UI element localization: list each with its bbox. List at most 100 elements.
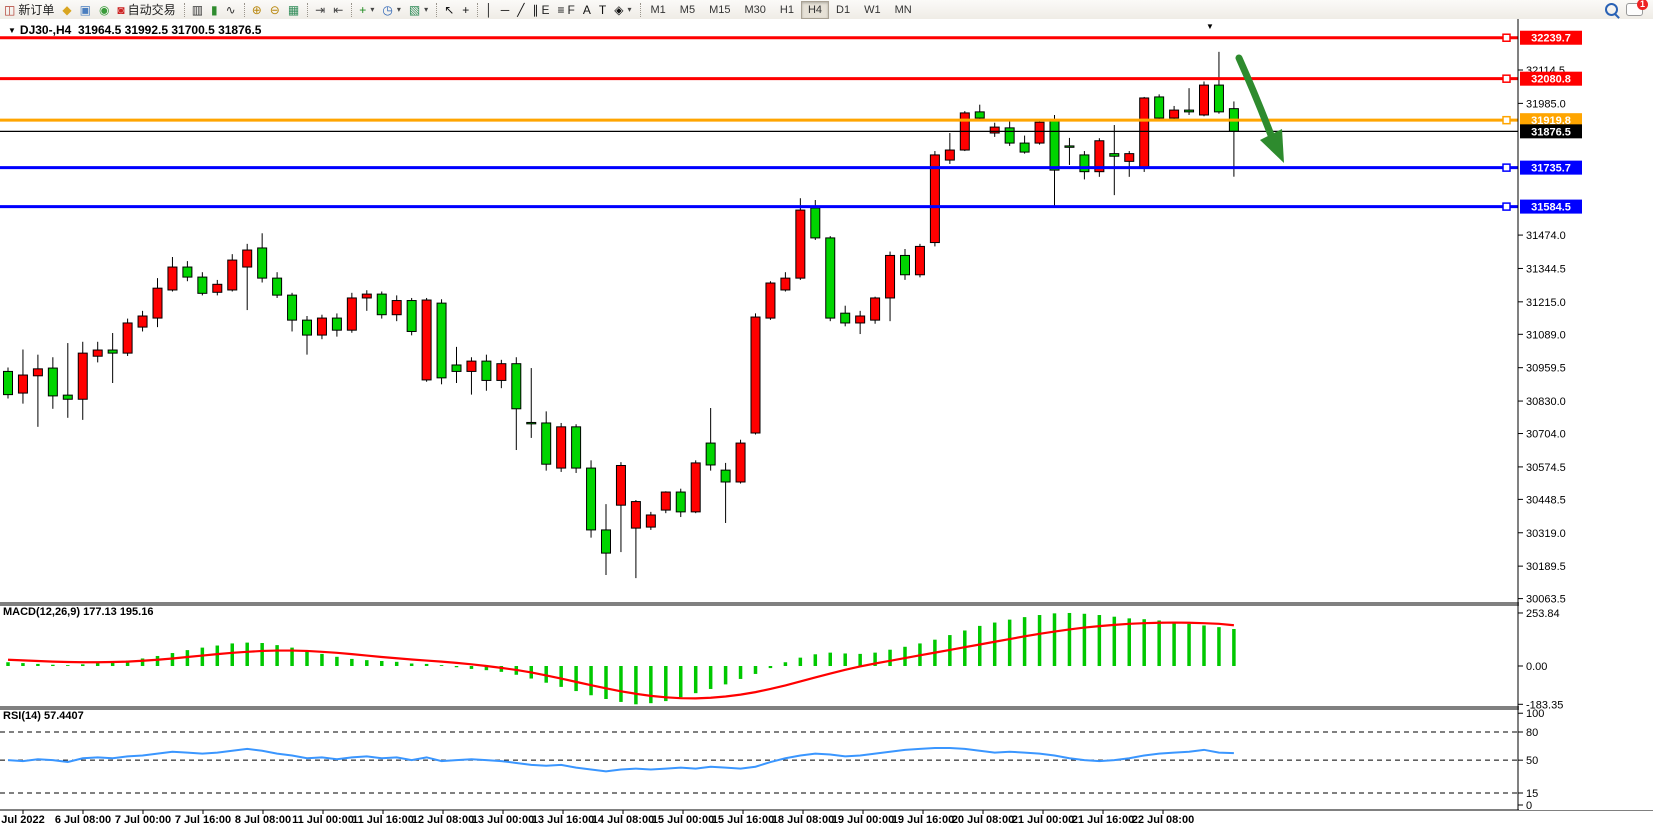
bar-chart-type-icon: ▥ <box>191 2 204 17</box>
shapes-tool-button[interactable]: ◈ ▾ <box>610 1 635 18</box>
sell-direction-arrow[interactable] <box>1235 54 1275 139</box>
rsi-scale-label: 0 <box>1526 800 1532 812</box>
candle-body <box>32 368 43 377</box>
bar-chart-type-button[interactable]: ▥ <box>188 1 207 18</box>
templates-button[interactable]: ▧ ▾ <box>405 1 432 18</box>
macd-histogram-bar <box>708 666 713 689</box>
macd-histogram-bar <box>110 662 115 666</box>
candle-body <box>645 514 656 528</box>
new-chart-button-dropdown-icon[interactable]: ▾ <box>370 5 375 14</box>
auto-scroll-button[interactable]: ⇥ <box>311 1 329 18</box>
candle-body <box>122 322 133 354</box>
chart-canvas[interactable]: 32114.531985.031474.031344.531215.031089… <box>0 19 1653 826</box>
tile-windows-button[interactable]: ▦ <box>284 1 303 18</box>
candlestick-type-button[interactable]: ▮ <box>207 1 222 18</box>
price-tick-label: 31474.0 <box>1526 230 1566 242</box>
macd-histogram-bar <box>350 658 354 666</box>
macd-histogram-bar <box>469 666 474 669</box>
macd-histogram-bar <box>813 654 818 666</box>
chart-menu-icon[interactable]: ▼ <box>8 26 16 35</box>
pivot-line-handle[interactable] <box>1502 115 1511 125</box>
time-axis-label: 21 Jul 00:00 <box>1012 814 1074 826</box>
timeframe-button-m5[interactable]: M5 <box>679 3 696 16</box>
macd-value: 177.13 <box>83 606 117 618</box>
market-watch-icon-button[interactable]: ▣ <box>76 1 95 18</box>
channel-tool-button[interactable]: ∥ E <box>529 1 554 18</box>
chat-icon[interactable]: 1 <box>1626 0 1648 16</box>
horizontal-line-tool-button[interactable]: ─ <box>497 1 514 18</box>
macd-histogram-bar <box>484 666 489 671</box>
crosshair-tool-button[interactable]: + <box>458 1 473 18</box>
toolbar-separator <box>639 2 641 17</box>
auto-scroll-icon: ⇥ <box>315 2 326 17</box>
candle-body <box>182 266 193 278</box>
toolbar-separator <box>477 2 479 17</box>
cursor-tool-button[interactable]: ↖ <box>440 1 458 18</box>
signals-icon-button[interactable]: ◉ <box>95 1 113 18</box>
text-tool-button[interactable]: A <box>579 1 595 18</box>
timeframe-button-h1[interactable]: H1 <box>779 3 794 16</box>
candle-body <box>152 287 163 319</box>
search-icon[interactable] <box>1605 3 1618 16</box>
periods-clock-button-dropdown-icon[interactable]: ▾ <box>396 5 401 14</box>
chart-title: ▼ DJ30-,H4 31964.5 31992.5 31700.5 31876.… <box>8 23 261 37</box>
chart-background[interactable] <box>0 19 1653 826</box>
macd-histogram-bar <box>275 645 279 666</box>
candle-body <box>735 442 746 483</box>
macd-histogram-bar <box>798 657 803 666</box>
autotrade-button[interactable]: ◙ 自动交易 <box>113 1 179 18</box>
timeframe-button-m1[interactable]: M1 <box>650 3 666 16</box>
price-tick-label: 30063.5 <box>1526 594 1566 606</box>
trendline-tool-button[interactable]: ╱ <box>513 1 528 18</box>
macd-histogram-bar <box>768 666 773 669</box>
resistance-line-handle[interactable] <box>1502 33 1511 42</box>
timeframe-button-m15[interactable]: M15 <box>709 3 731 16</box>
price-tick-label: 30830.0 <box>1526 396 1566 408</box>
new-order-button[interactable]: ◫ 新订单 <box>0 1 58 18</box>
macd-histogram-bar <box>843 653 847 666</box>
candle-body <box>197 276 208 294</box>
toolbar-separator <box>351 2 353 17</box>
rsi-value: 57.4407 <box>43 710 84 722</box>
candle-body <box>302 319 312 336</box>
periods-clock-button[interactable]: ◷ ▾ <box>378 1 405 18</box>
chart-scroll-marker-icon[interactable]: ▼ <box>1206 22 1214 31</box>
new-chart-icon: + <box>359 2 367 17</box>
templates-button-dropdown-icon[interactable]: ▾ <box>424 5 429 14</box>
candle-body <box>451 364 462 372</box>
shapes-tool-button-dropdown-icon[interactable]: ▾ <box>627 5 632 14</box>
chart-window-icon-button[interactable]: ◆ <box>58 1 75 18</box>
timeframe-button-d1[interactable]: D1 <box>836 3 851 16</box>
macd-histogram-bar <box>454 666 459 668</box>
zoom-out-button[interactable]: ⊖ <box>266 1 284 18</box>
macd-histogram-bar <box>1052 613 1057 666</box>
candle-body <box>92 349 103 357</box>
line-chart-type-button[interactable]: ∿ <box>222 1 240 18</box>
current-price-line-badge <box>1520 124 1582 139</box>
time-axis-label: 18 Jul 08:00 <box>772 814 834 826</box>
timeframe-button-m30[interactable]: M30 <box>744 3 766 16</box>
new-chart-button[interactable]: + ▾ <box>355 1 378 18</box>
candle-body <box>137 315 148 328</box>
macd-histogram-bar <box>753 666 758 674</box>
price-tick-label: 30704.0 <box>1526 429 1566 441</box>
candle-body <box>675 491 686 513</box>
price-axis[interactable] <box>1519 19 1653 810</box>
sell-direction-arrow-head[interactable] <box>1260 129 1284 163</box>
timeframe-button-mn[interactable]: MN <box>894 3 912 16</box>
macd-histogram-bar <box>394 661 399 666</box>
timeframe-button-h4[interactable]: H4 <box>800 0 829 19</box>
macd-histogram-bar <box>36 663 40 666</box>
chart-shift-button[interactable]: ⇤ <box>329 1 347 18</box>
support-line-handle[interactable] <box>1502 163 1511 172</box>
candle-body <box>660 491 671 511</box>
fibonacci-tool-button[interactable]: ≡ F <box>554 1 579 18</box>
support-line-handle[interactable] <box>1502 202 1511 211</box>
zoom-in-button[interactable]: ⊕ <box>248 1 266 18</box>
timeframe-button-w1[interactable]: W1 <box>864 3 881 16</box>
resistance-line-handle[interactable] <box>1502 74 1511 83</box>
candle-body <box>1004 127 1015 144</box>
vertical-line-tool-button[interactable]: │ <box>481 1 497 18</box>
label-tool-button[interactable]: T <box>595 1 610 18</box>
